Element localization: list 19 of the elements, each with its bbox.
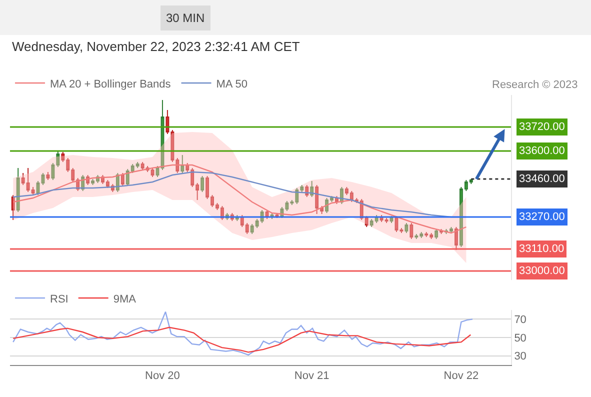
y-tick-label: 70 bbox=[514, 314, 526, 326]
ref-line-label: 33270.00 bbox=[519, 211, 565, 223]
x-tick-label: Nov 22 bbox=[444, 370, 479, 382]
x-tick-label: Nov 21 bbox=[294, 370, 330, 382]
y-tick-label: 50 bbox=[514, 332, 526, 344]
legend-label: 9MA bbox=[113, 293, 137, 306]
chart-title: 30 MIN bbox=[166, 11, 205, 25]
legend-label: MA 50 bbox=[216, 78, 248, 90]
ref-line-label: 33600.00 bbox=[519, 145, 565, 157]
ref-line-label: 33000.00 bbox=[519, 265, 565, 277]
y-tick-label: 30 bbox=[514, 350, 526, 363]
ref-line-label: 33460.00 bbox=[519, 173, 565, 185]
x-tick-label: Nov 20 bbox=[145, 370, 180, 382]
legend-label: RSI bbox=[50, 293, 68, 306]
text: Research © 2023 bbox=[492, 79, 578, 91]
chart-subtitle: Wednesday, November 22, 2023 2:32:41 AM CET bbox=[12, 39, 300, 54]
ref-line-label: 33720.00 bbox=[519, 121, 565, 133]
ref-line-label: 33110.00 bbox=[519, 243, 564, 255]
legend-label: MA 20 + Bollinger Bands bbox=[50, 78, 172, 90]
